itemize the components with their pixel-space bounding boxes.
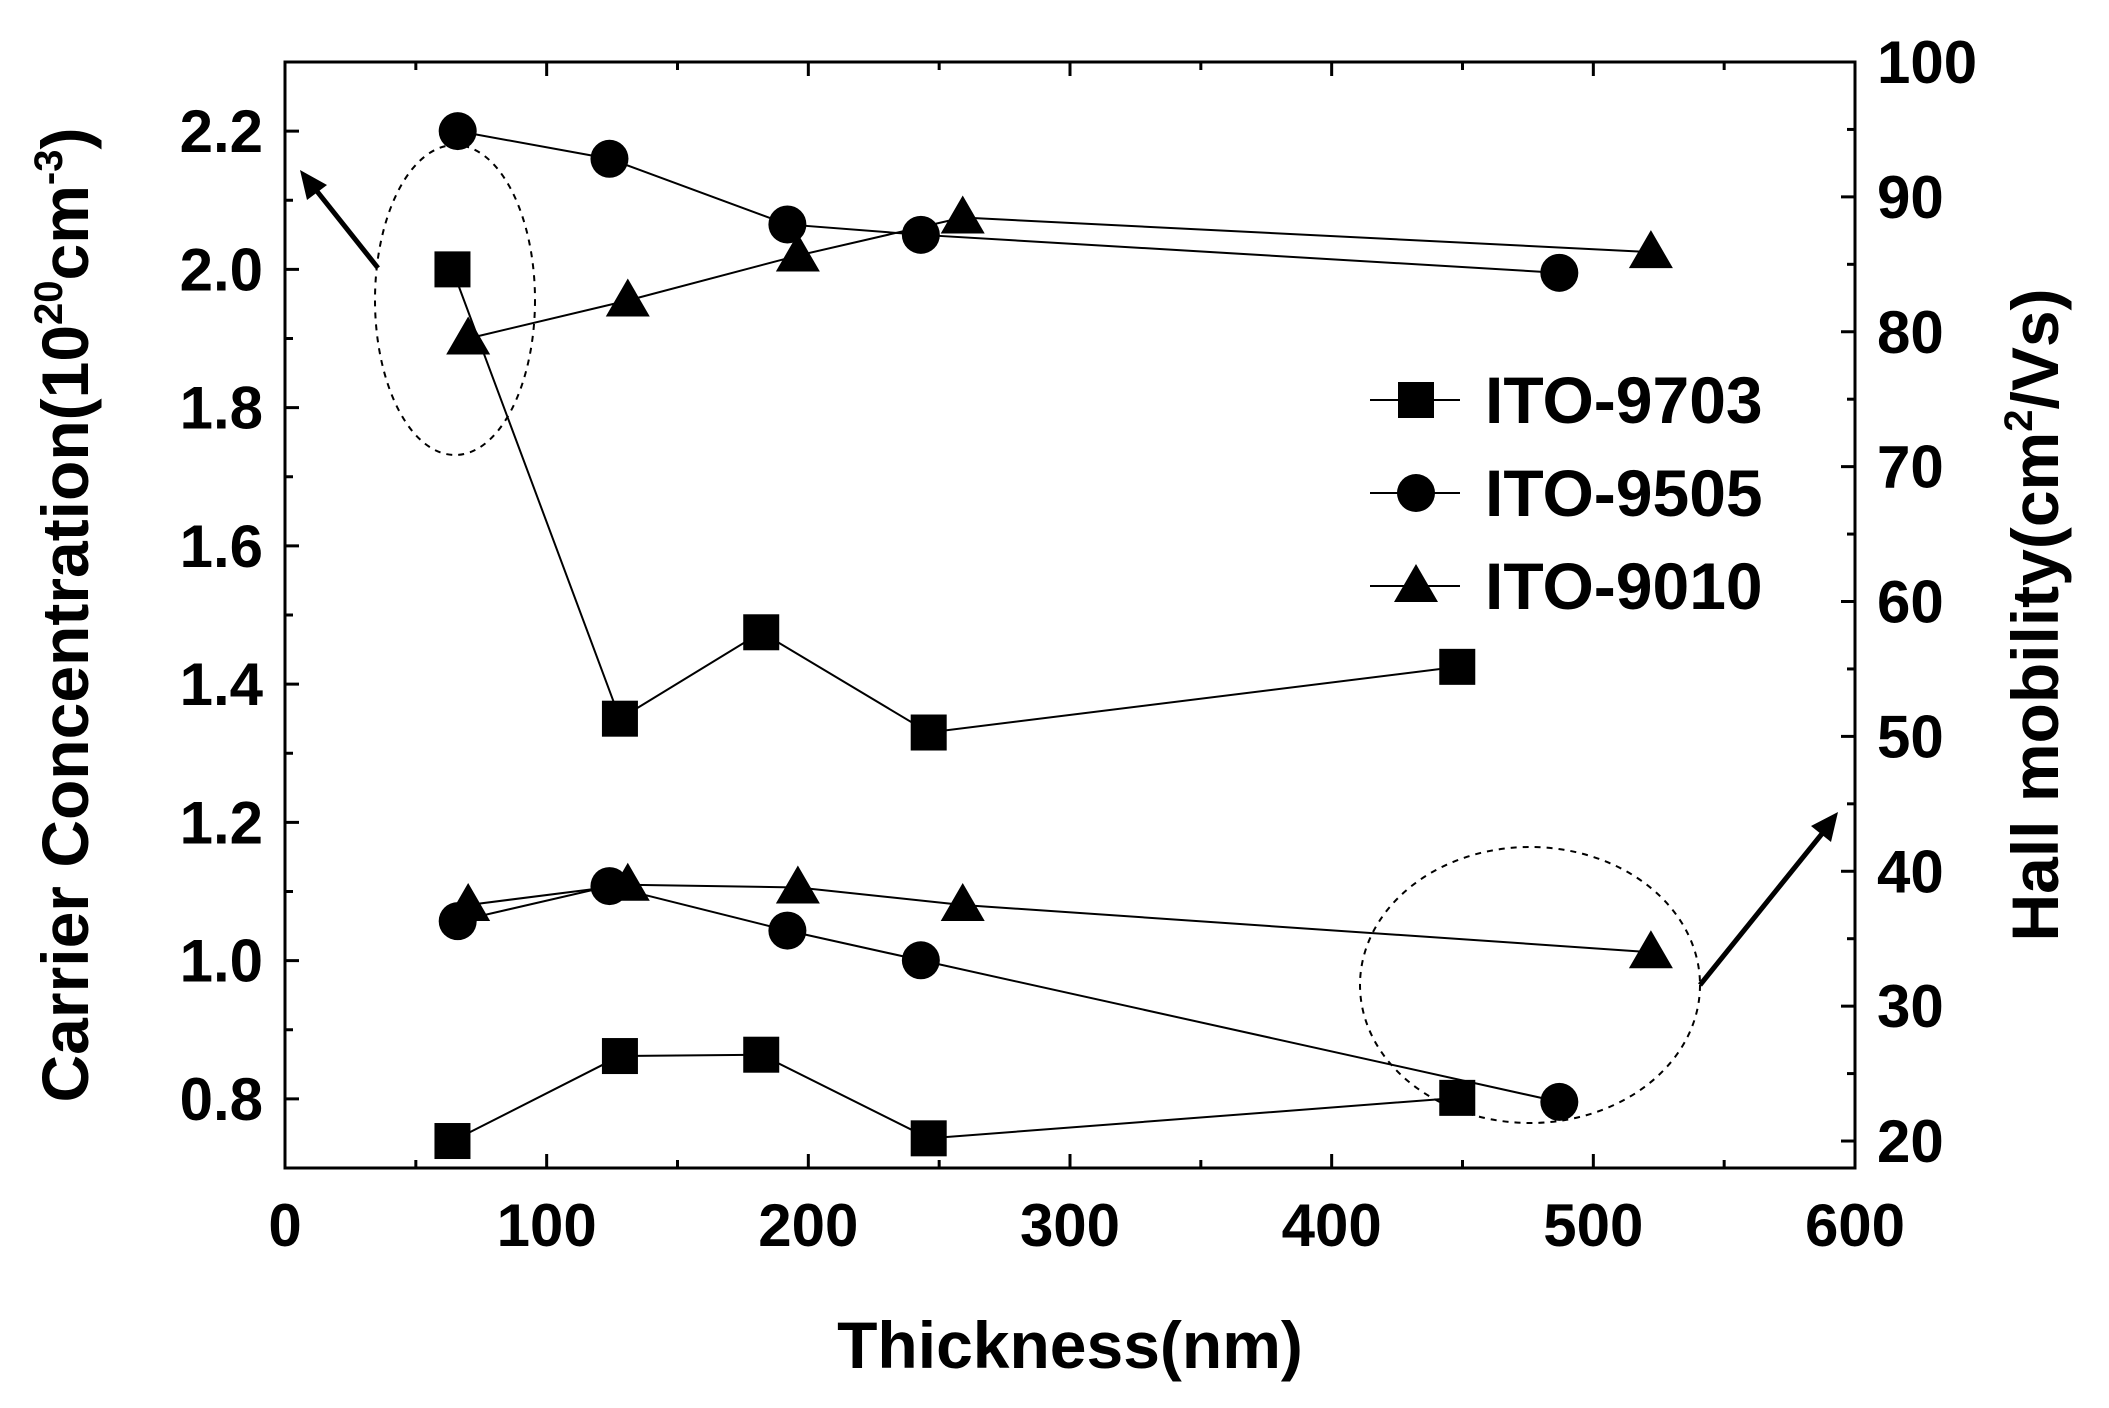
series-line-ito-9010-concentration: [467, 216, 1651, 340]
data-point-ito-9703-concentration: [1439, 648, 1476, 685]
x-tick-label: 500: [1543, 1192, 1643, 1259]
x-tick-label: 100: [497, 1192, 597, 1259]
data-point-ito-9010-concentration: [446, 316, 491, 355]
left-axis-title-main: Carrier Concentration(10: [28, 325, 102, 1103]
legend-entry-ito-9010: ITO-9010: [1370, 549, 1763, 623]
legend-circle-marker: [1397, 474, 1435, 512]
left-tick-label: 1.4: [180, 651, 264, 718]
data-point-ito-9010-mobility: [605, 862, 650, 901]
data-point-ito-9703-mobility: [743, 1036, 780, 1073]
left-axis-title-sup2: -3: [27, 149, 71, 185]
data-point-ito-9010-concentration: [775, 233, 820, 272]
right-tick-label: 70: [1877, 434, 1944, 501]
data-point-ito-9505-mobility: [901, 941, 940, 980]
data-point-ito-9010-mobility: [940, 882, 985, 921]
data-point-ito-9703-concentration: [910, 714, 947, 751]
x-axis-ticks: 0 100 200 300 400 500 600: [268, 62, 1905, 1259]
right-axis-title-end: /Vs): [1998, 288, 2072, 409]
right-annotation-arrowhead: [1811, 812, 1838, 842]
right-tick-label: 40: [1877, 838, 1944, 905]
left-tick-label: 1.0: [180, 928, 263, 995]
x-tick-label: 0: [268, 1192, 301, 1259]
x-tick-label: 400: [1282, 1192, 1382, 1259]
left-annotation-arrow: [310, 183, 380, 270]
data-point-ito-9703-mobility: [434, 1123, 471, 1160]
x-tick-label: 600: [1805, 1192, 1905, 1259]
left-axis-ticks: 0.8 1.0 1.2 1.4 1.6 1.8 2.0 2.2: [180, 98, 299, 1133]
right-axis-title: Hall mobility(cm2/Vs): [1997, 288, 2072, 941]
data-point-ito-9010-concentration: [1628, 230, 1673, 269]
data-point-ito-9010-mobility: [775, 865, 820, 904]
right-axis-title-sup: 2: [1997, 410, 2041, 432]
legend-label-ito-9505: ITO-9505: [1485, 456, 1763, 530]
right-annotation-ellipse: [1359, 846, 1701, 1124]
data-point-ito-9703-concentration: [434, 251, 471, 288]
left-tick-label: 1.2: [180, 789, 263, 856]
data-point-ito-9505-concentration: [901, 215, 940, 254]
legend-square-marker: [1398, 382, 1434, 418]
data-point-ito-9505-mobility: [1540, 1082, 1579, 1121]
right-tick-label: 80: [1877, 299, 1944, 366]
x-axis-title: Thickness(nm): [837, 1308, 1303, 1382]
right-tick-label: 30: [1877, 973, 1944, 1040]
left-axis-title-end: ): [28, 128, 102, 150]
right-axis-title-main: Hall mobility(cm: [1998, 432, 2072, 942]
left-tick-label: 1.8: [180, 375, 263, 442]
series-line-ito-9703-concentration: [451, 269, 1458, 734]
left-tick-label: 0.8: [180, 1066, 263, 1133]
data-point-ito-9010-mobility: [446, 882, 491, 921]
data-point-ito-9703-concentration: [601, 700, 638, 737]
data-point-ito-9010-concentration: [940, 195, 985, 234]
legend: ITO-9703 ITO-9505 ITO-9010: [1370, 363, 1763, 623]
right-tick-label: 60: [1877, 569, 1944, 636]
left-annotation-arrowhead: [300, 170, 327, 200]
series-markers: [434, 112, 1673, 1160]
data-point-ito-9505-concentration: [1540, 253, 1579, 292]
series-lines: [451, 130, 1651, 1142]
data-point-ito-9505-concentration: [438, 112, 477, 151]
right-tick-label: 90: [1877, 164, 1944, 231]
legend-label-ito-9010: ITO-9010: [1485, 549, 1763, 623]
data-point-ito-9505-concentration: [768, 205, 807, 244]
legend-entry-ito-9505: ITO-9505: [1370, 456, 1763, 530]
left-axis-title: Carrier Concentration(1020cm-3): [27, 128, 102, 1103]
right-annotation-arrow: [1698, 828, 1827, 987]
data-point-ito-9703-concentration: [743, 614, 780, 651]
left-tick-label: 2.2: [180, 98, 263, 165]
legend-entry-ito-9703: ITO-9703: [1370, 363, 1763, 437]
left-tick-label: 2.0: [180, 236, 263, 303]
legend-label-ito-9703: ITO-9703: [1485, 363, 1763, 437]
right-tick-label: 100: [1877, 29, 1977, 96]
legend-triangle-marker: [1394, 564, 1438, 602]
data-point-ito-9505-mobility: [768, 911, 807, 950]
left-axis-title-sup1: 20: [27, 280, 71, 325]
data-point-ito-9703-mobility: [601, 1038, 638, 1075]
right-axis-ticks: 20 30 40 50 60 70 80 90 100: [1841, 29, 1977, 1175]
left-axis-title-mid: cm: [28, 185, 102, 280]
x-tick-label: 200: [758, 1192, 858, 1259]
right-tick-label: 20: [1877, 1108, 1944, 1175]
left-annotation-ellipse: [374, 144, 536, 456]
data-point-ito-9703-mobility: [910, 1120, 947, 1157]
x-tick-label: 300: [1020, 1192, 1120, 1259]
left-tick-label: 1.6: [180, 513, 263, 580]
data-point-ito-9010-mobility: [1628, 930, 1673, 969]
right-tick-label: 50: [1877, 703, 1944, 770]
data-point-ito-9010-concentration: [605, 278, 650, 317]
data-point-ito-9505-concentration: [590, 139, 629, 178]
